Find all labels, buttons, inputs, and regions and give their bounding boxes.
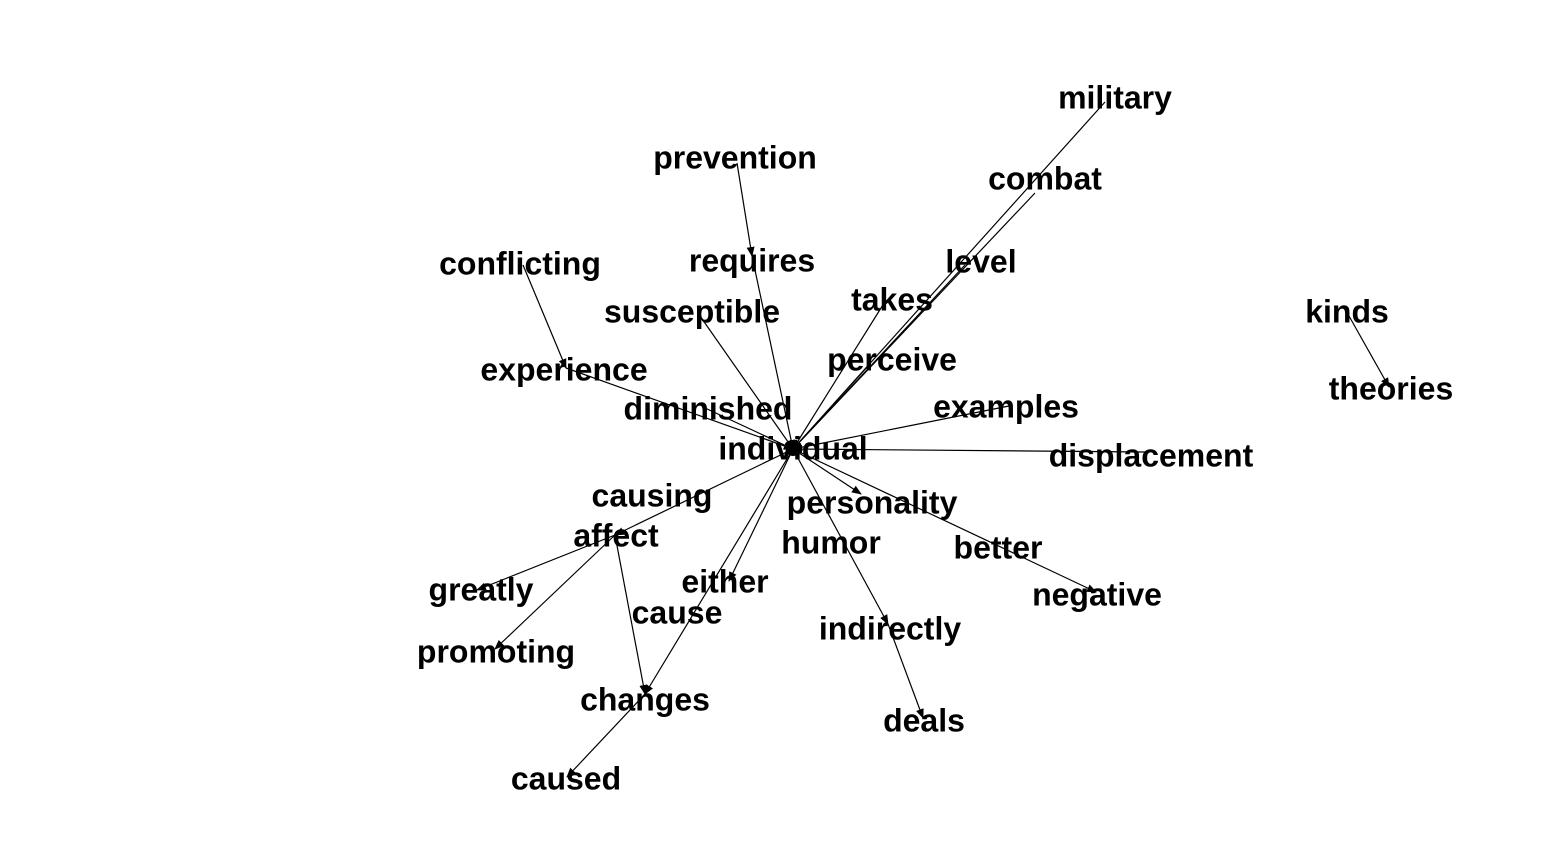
node-label-theories: theories [1329,370,1453,406]
edge-prevention-requires [736,162,755,257]
edge-individual-changes [644,448,794,695]
edge-individual-indirectly [792,448,889,625]
node-label-indirectly: indirectly [819,610,961,646]
edge-level-individual [792,264,966,450]
node-label-promoting: promoting [417,633,575,669]
node-label-takes: takes [851,281,933,317]
node-label-conflicting: conflicting [439,245,601,281]
edge-susceptible-individual [699,315,794,450]
node-label-military: military [1058,79,1172,115]
node-label-experience: experience [480,351,647,387]
edge-conflicting-experience [522,264,567,369]
edge-affect-greatly [476,534,616,591]
node-label-kinds: kinds [1305,293,1389,329]
node-label-diminished: diminished [624,390,793,426]
node-label-caused: caused [511,760,621,796]
edge-indirectly-deals [887,623,924,719]
hub-node-marker [786,442,800,456]
node-label-greatly: greatly [429,571,534,607]
edge-requires-individual [751,255,796,450]
edge-layer [476,101,1390,778]
edge-experience-individual [565,367,794,450]
node-label-changes: changes [580,681,710,717]
node-label-displacement: displacement [1049,437,1254,473]
edge-affect-promoting [494,534,616,650]
edge-affect-changes [614,534,648,695]
node-label-causing: causing [592,477,713,513]
edge-perceive-individual [792,364,870,450]
edge-displacement-individual [792,445,1147,454]
node-label-deals: deals [883,702,965,738]
node-label-combat: combat [988,160,1102,196]
edge-individual-negative [792,448,1097,593]
node-label-affect: affect [573,517,659,553]
edge-individual-personality [792,448,862,495]
node-label-requires: requires [689,242,815,278]
node-label-level: level [945,243,1016,279]
edge-takes-individual [792,299,887,450]
edge-diminished-individual [704,407,794,450]
node-label-cause: cause [632,594,723,630]
edge-individual-affect [614,448,794,536]
edge-individual-either [728,448,794,582]
node-label-negative: negative [1032,576,1162,612]
edge-changes-caused [566,693,646,778]
node-label-examples: examples [933,388,1079,424]
edge-kinds-theories [1348,315,1390,388]
node-label-individual: individual [718,430,867,466]
node-layer: military combat prevention requires level con… [417,79,1453,796]
node-label-prevention: prevention [653,139,817,175]
node-label-humor: humor [781,524,881,560]
node-label-susceptible: susceptible [604,293,780,329]
node-label-personality: personality [787,484,958,520]
node-label-either: either [681,563,768,599]
node-label-better: better [954,529,1043,565]
edge-examples-individual [792,405,1010,452]
node-label-perceive: perceive [827,341,957,377]
